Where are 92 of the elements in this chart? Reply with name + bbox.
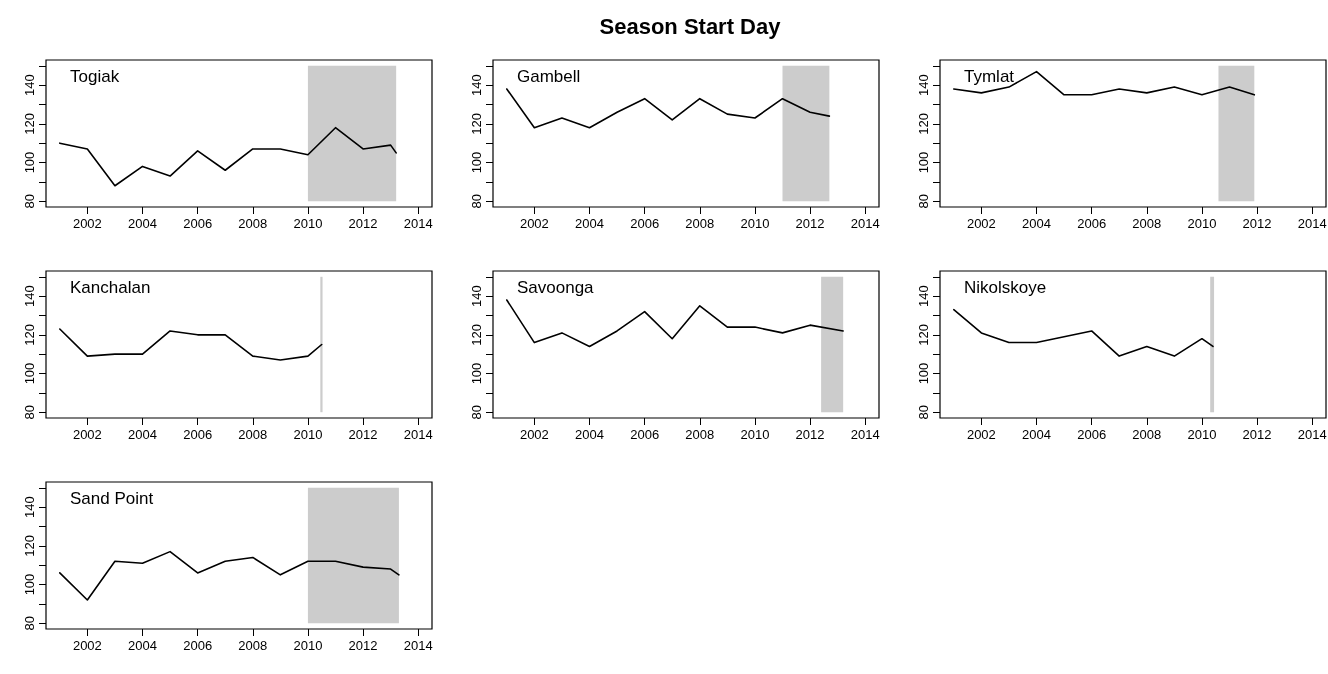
x-tick-label: 2008 bbox=[1132, 427, 1162, 442]
series-label: Gambell bbox=[517, 67, 581, 86]
line-series bbox=[505, 88, 831, 129]
y-tick-label: 80 bbox=[22, 404, 37, 420]
y-tick-label: 80 bbox=[916, 193, 931, 209]
y-tick-label: 120 bbox=[469, 112, 484, 135]
x-tick-label: 2012 bbox=[348, 638, 378, 653]
text: Sand Point bbox=[70, 489, 154, 508]
x-tick-label: 2012 bbox=[1242, 427, 1272, 442]
line-series bbox=[952, 70, 1256, 96]
y-tick-label: 140 bbox=[916, 74, 931, 96]
y-tick-label: 140 bbox=[22, 285, 37, 307]
x-tick-label: 2004 bbox=[575, 216, 604, 231]
x-tick-label: 2002 bbox=[966, 427, 996, 442]
y-tick-label: 100 bbox=[916, 362, 931, 385]
y-tick-label: 100 bbox=[22, 151, 37, 174]
x-tick-label: 2008 bbox=[1132, 216, 1162, 231]
x-tick-label: 2012 bbox=[795, 216, 825, 231]
x-tick-label: 2006 bbox=[183, 638, 213, 653]
x-tick-label: 2004 bbox=[575, 427, 604, 442]
x-tick-label: 2002 bbox=[966, 216, 996, 231]
x-tick-label: 2008 bbox=[685, 216, 715, 231]
x-tick-label: 2014 bbox=[850, 427, 880, 442]
y-tick-label: 100 bbox=[469, 151, 484, 174]
y-tick-label: 140 bbox=[469, 285, 484, 307]
x-tick-label: 2004 bbox=[128, 638, 157, 653]
line-series bbox=[58, 550, 400, 601]
y-tick-label: 120 bbox=[469, 323, 484, 346]
series-label: Tymlat bbox=[964, 67, 1015, 86]
y-tick-label: 80 bbox=[22, 615, 37, 631]
y-tick-label: 120 bbox=[22, 112, 37, 135]
text: Togiak bbox=[70, 67, 120, 86]
x-tick-label: 2004 bbox=[128, 216, 157, 231]
x-tick-label: 2010 bbox=[740, 427, 770, 442]
x-tick-label: 2014 bbox=[403, 638, 433, 653]
y-tick-label: 100 bbox=[22, 362, 37, 385]
y-tick-label: 80 bbox=[916, 404, 931, 420]
y-tick-label: 80 bbox=[469, 404, 484, 420]
x-tick-label: 2012 bbox=[1242, 216, 1272, 231]
x-tick-label: 2002 bbox=[72, 216, 102, 231]
y-tick-label: 140 bbox=[22, 496, 37, 518]
y-tick-label: 100 bbox=[469, 362, 484, 385]
y-tick-label: 140 bbox=[22, 74, 37, 96]
x-tick-label: 2012 bbox=[348, 216, 378, 231]
x-tick-label: 2010 bbox=[293, 638, 323, 653]
y-tick-label: 100 bbox=[916, 151, 931, 174]
x-tick-label: 2014 bbox=[1297, 216, 1327, 231]
y-tick-label: 120 bbox=[22, 323, 37, 346]
x-tick-label: 2010 bbox=[293, 427, 323, 442]
x-tick-label: 2014 bbox=[403, 427, 433, 442]
x-tick-label: 2014 bbox=[1297, 427, 1327, 442]
x-tick-label: 2010 bbox=[740, 216, 770, 231]
x-tick-label: 2002 bbox=[72, 638, 102, 653]
line-series bbox=[58, 126, 397, 187]
x-tick-label: 2006 bbox=[1077, 427, 1107, 442]
x-tick-label: 2014 bbox=[850, 216, 880, 231]
x-tick-label: 2008 bbox=[238, 638, 268, 653]
x-tick-label: 2004 bbox=[128, 427, 157, 442]
x-tick-label: 2006 bbox=[630, 427, 660, 442]
x-tick-label: 2006 bbox=[1077, 216, 1107, 231]
x-tick-label: 2004 bbox=[1022, 427, 1051, 442]
y-tick-label: 120 bbox=[916, 112, 931, 135]
line-series bbox=[58, 328, 323, 361]
series-label: Kanchalan bbox=[70, 278, 151, 297]
y-tick-label: 120 bbox=[22, 534, 37, 557]
series-label: Savoonga bbox=[517, 278, 595, 297]
y-tick-label: 80 bbox=[469, 193, 484, 209]
x-tick-label: 2006 bbox=[630, 216, 660, 231]
x-tick-label: 2014 bbox=[403, 216, 433, 231]
x-tick-label: 2004 bbox=[1022, 216, 1051, 231]
x-tick-label: 2008 bbox=[685, 427, 715, 442]
x-tick-label: 2012 bbox=[348, 427, 378, 442]
y-tick-label: 100 bbox=[22, 573, 37, 596]
x-tick-label: 2010 bbox=[293, 216, 323, 231]
x-tick-label: 2002 bbox=[519, 216, 549, 231]
y-tick-label: 140 bbox=[916, 285, 931, 307]
x-tick-label: 2008 bbox=[238, 216, 268, 231]
x-tick-label: 2010 bbox=[1187, 216, 1217, 231]
x-tick-label: 2010 bbox=[1187, 427, 1217, 442]
x-tick-label: 2012 bbox=[795, 427, 825, 442]
line-series bbox=[952, 308, 1214, 357]
y-tick-label: 140 bbox=[469, 74, 484, 96]
line-series bbox=[505, 299, 844, 348]
x-tick-label: 2002 bbox=[72, 427, 102, 442]
x-tick-label: 2008 bbox=[238, 427, 268, 442]
y-tick-label: 120 bbox=[916, 323, 931, 346]
series-label: Nikolskoye bbox=[964, 278, 1047, 297]
x-tick-label: 2006 bbox=[183, 216, 213, 231]
y-tick-label: 80 bbox=[22, 193, 37, 209]
chart-title: Season Start Day bbox=[598, 14, 782, 40]
x-tick-label: 2002 bbox=[519, 427, 549, 442]
x-tick-label: 2006 bbox=[183, 427, 213, 442]
